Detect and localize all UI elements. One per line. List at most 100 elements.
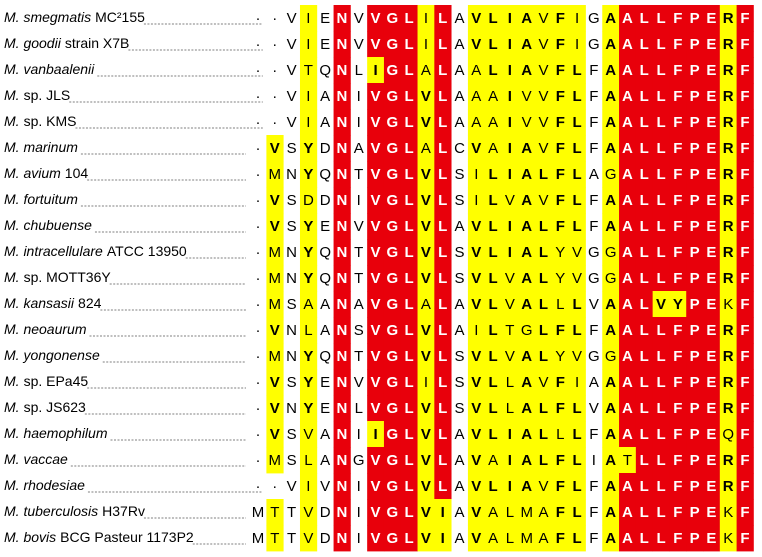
residue-cell	[736, 317, 754, 344]
sequence-name: M. sp. MOTT36Y	[4, 269, 111, 285]
residue-cell	[400, 421, 418, 448]
residue-cell	[484, 57, 502, 84]
residue-cell	[652, 421, 670, 448]
residue: L	[405, 10, 414, 27]
residue: Y	[303, 244, 313, 261]
residue: F	[673, 244, 682, 261]
residue-cell	[719, 213, 738, 240]
residue: I	[357, 192, 361, 209]
residue: A	[605, 140, 616, 157]
residue: P	[690, 452, 700, 469]
residue-cell	[568, 109, 586, 136]
residue-cell	[417, 31, 435, 58]
residue: V	[371, 88, 381, 105]
residue-cell	[367, 265, 385, 292]
residue: L	[640, 400, 649, 417]
residue-cell	[383, 187, 402, 214]
residue-cell	[501, 135, 519, 162]
residue-cell	[568, 291, 586, 318]
residue: V	[471, 400, 481, 417]
residue-cell	[417, 239, 435, 266]
residue: V	[287, 478, 297, 495]
residue-cell	[518, 499, 536, 526]
residue-cell	[551, 161, 570, 188]
residue: I	[357, 88, 361, 105]
residue: A	[605, 10, 616, 27]
residue: F	[673, 166, 682, 183]
residue-cell	[299, 187, 318, 214]
residue: L	[489, 426, 498, 443]
residue: P	[690, 374, 700, 391]
residue-cell	[501, 109, 519, 136]
residue: V	[371, 192, 381, 209]
residue-cell	[602, 343, 620, 370]
residue-cell	[568, 473, 586, 500]
residue: A	[488, 88, 498, 105]
residue-cell	[484, 187, 502, 214]
strain-name: H37Rv	[102, 503, 145, 519]
residue: D	[320, 504, 331, 521]
residue-cell	[484, 109, 502, 136]
residue: G	[588, 244, 600, 261]
residue: N	[337, 10, 348, 27]
residue-cell	[484, 265, 502, 292]
residue-cell	[400, 343, 418, 370]
residue-cell	[635, 317, 654, 344]
residue: P	[690, 400, 700, 417]
residue: A	[455, 322, 465, 339]
residue-cell	[467, 31, 486, 58]
sequence-name: M. rhodesiae	[4, 477, 85, 493]
residue: F	[556, 114, 565, 131]
residue-cell	[635, 447, 654, 474]
residue-cell	[602, 291, 620, 318]
residue-cell	[551, 265, 570, 292]
residue-cell	[535, 421, 553, 448]
residue-cell	[602, 161, 620, 188]
residue-cell	[417, 447, 435, 474]
residue-cell	[333, 395, 351, 422]
residue: F	[589, 114, 598, 131]
residue-cell	[703, 5, 721, 32]
residue: A	[605, 296, 616, 313]
residue: V	[354, 218, 364, 235]
residue: V	[538, 10, 548, 27]
residue-cell	[635, 109, 654, 136]
residue-cell	[383, 343, 402, 370]
residue: E	[706, 62, 716, 79]
residue-cell	[568, 213, 586, 240]
residue: E	[706, 530, 716, 547]
residue-cell	[518, 395, 536, 422]
residue-cell	[736, 57, 754, 84]
residue: E	[706, 36, 716, 53]
residue-cell	[333, 5, 351, 32]
residue-cell	[703, 239, 721, 266]
residue-cell	[535, 57, 553, 84]
residue-cell	[299, 369, 318, 396]
residue: G	[387, 62, 399, 79]
residue-cell	[400, 395, 418, 422]
residue: L	[640, 218, 649, 235]
residue-cell	[652, 317, 670, 344]
residue-cell	[501, 57, 519, 84]
residue-cell	[383, 239, 402, 266]
residue: L	[572, 504, 581, 521]
residue: A	[538, 530, 548, 547]
residue: G	[605, 244, 617, 261]
residue: I	[592, 452, 596, 469]
residue: Y	[303, 400, 313, 417]
residue-cell	[434, 31, 452, 58]
residue-cell	[619, 161, 637, 188]
residue: F	[673, 62, 682, 79]
residue: V	[287, 36, 297, 53]
residue: P	[690, 296, 700, 313]
residue: A	[605, 374, 616, 391]
residue: M	[252, 504, 265, 521]
residue-cell	[299, 265, 318, 292]
species-name: M. kansasii	[4, 295, 75, 311]
residue: R	[723, 88, 734, 105]
residue-cell	[299, 421, 318, 448]
residue: P	[690, 114, 700, 131]
residue: A	[622, 270, 633, 287]
residue-cell	[703, 291, 721, 318]
species-name: M. marinum	[4, 139, 78, 155]
